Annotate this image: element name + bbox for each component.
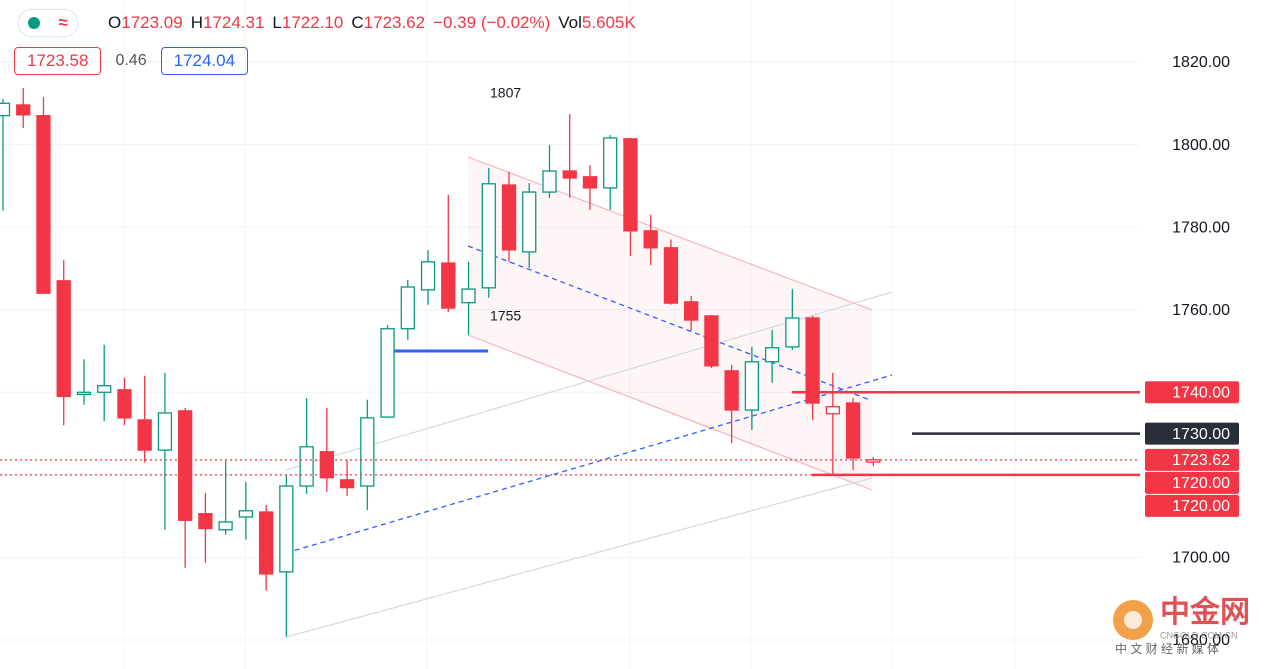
price-label-box — [1145, 422, 1239, 445]
candle-body — [542, 170, 557, 193]
candle-body — [97, 385, 112, 393]
spread: 0.46 — [115, 52, 147, 69]
price-label: 1740.00 — [1172, 385, 1230, 402]
symbol-icons[interactable]: ≈ — [18, 9, 78, 37]
field-label: Vol — [558, 13, 582, 32]
annotation: 1755 — [490, 308, 521, 324]
candle-body — [380, 328, 395, 418]
channel-line — [285, 477, 873, 638]
ohlc-field: O1723.09 — [108, 13, 183, 33]
candle-body — [420, 261, 436, 291]
channel-line — [467, 334, 873, 491]
ohlc-header: ≈ O1723.09 H1724.31 L1722.10 C1723.62 −0… — [18, 8, 636, 38]
volume: Vol5.605K — [558, 13, 636, 33]
watermark-name: 中金网 — [1160, 595, 1250, 629]
candle-body — [845, 402, 861, 459]
field-value: 5.605K — [581, 13, 636, 32]
candle-body — [198, 513, 213, 530]
candle-body — [724, 370, 739, 411]
channel-line — [467, 156, 873, 311]
trend-line — [285, 374, 893, 554]
price-label: 1723.62 — [1172, 452, 1230, 469]
bid-button[interactable]: 1723.58 — [14, 47, 102, 75]
candle-body — [218, 521, 233, 531]
price-label-box — [1145, 448, 1239, 471]
quote: 1723.58 0.46 1724.04 — [14, 47, 249, 75]
candle-body — [744, 361, 760, 411]
price-label-box — [1145, 494, 1239, 517]
y-tick-label: 1700.00 — [1172, 550, 1230, 567]
candle-body — [441, 262, 456, 309]
candle-body — [157, 412, 173, 451]
candle-body — [319, 451, 334, 479]
candle-body — [481, 183, 496, 289]
field-label: O — [108, 13, 122, 32]
candle-body — [76, 391, 92, 395]
price-label-box — [1145, 471, 1239, 494]
watermark-site: CNGOLD.COM.CN — [1160, 630, 1238, 640]
ask-button[interactable]: 1724.04 — [160, 47, 249, 75]
candle-body — [684, 301, 699, 321]
candle-body — [603, 137, 618, 189]
candle-body — [0, 102, 11, 117]
field-value: 1723.09 — [121, 13, 183, 32]
candle-body — [704, 315, 719, 367]
candle-body — [582, 176, 598, 189]
candle-body — [663, 247, 679, 304]
candle-body — [400, 286, 415, 330]
field-label: H — [190, 13, 203, 32]
candle-body — [623, 138, 638, 232]
candle-body — [461, 288, 476, 304]
y-tick-label: 1800.00 — [1172, 137, 1230, 154]
candle-body — [522, 191, 537, 253]
annotation: 1807 — [490, 85, 521, 101]
ohlc-field: H1724.31 — [191, 13, 265, 33]
price-label: 1730.00 — [1172, 426, 1230, 443]
candle-body — [825, 406, 840, 415]
candle-body — [258, 511, 274, 575]
ohlc-field: L1722.10 — [272, 13, 343, 33]
candle-body — [562, 170, 577, 179]
change: −0.39 (−0.02%) — [433, 13, 551, 32]
candle-body — [178, 410, 193, 521]
candle-body — [117, 389, 132, 419]
candle-body — [785, 317, 800, 348]
candle-body — [137, 419, 152, 451]
candle-body — [299, 446, 314, 487]
y-tick-label: 1820.00 — [1172, 54, 1230, 71]
field-value: 1723.62 — [363, 13, 426, 32]
candle-body — [238, 510, 254, 518]
price-label: 1720.00 — [1172, 498, 1230, 515]
ohlc-field: C1723.62 — [351, 13, 425, 33]
price-label-box — [1145, 381, 1239, 404]
candle-body — [764, 347, 780, 363]
watermark-logo — [1124, 611, 1142, 629]
candle-body — [279, 485, 294, 573]
candle-body — [339, 479, 355, 489]
field-label: L — [272, 13, 282, 32]
candle-body — [866, 459, 881, 463]
candle-body — [36, 115, 51, 294]
candle-body — [805, 317, 820, 404]
candle-body — [643, 230, 658, 249]
candle-body — [56, 280, 71, 398]
watermark-sub: 中 文 财 经 新 媒 体 — [1115, 641, 1219, 656]
y-tick-label: 1780.00 — [1172, 219, 1230, 236]
field-value: 1724.31 — [202, 13, 265, 32]
y-tick-label: 1760.00 — [1172, 302, 1230, 319]
y-tick-label: 1680.00 — [1172, 632, 1230, 649]
candle-body — [360, 417, 375, 487]
candle-body — [501, 184, 517, 251]
price-label: 1720.00 — [1172, 475, 1230, 492]
candle-body — [16, 104, 31, 116]
field-value: 1722.10 — [281, 13, 344, 32]
field-label: C — [351, 13, 364, 32]
